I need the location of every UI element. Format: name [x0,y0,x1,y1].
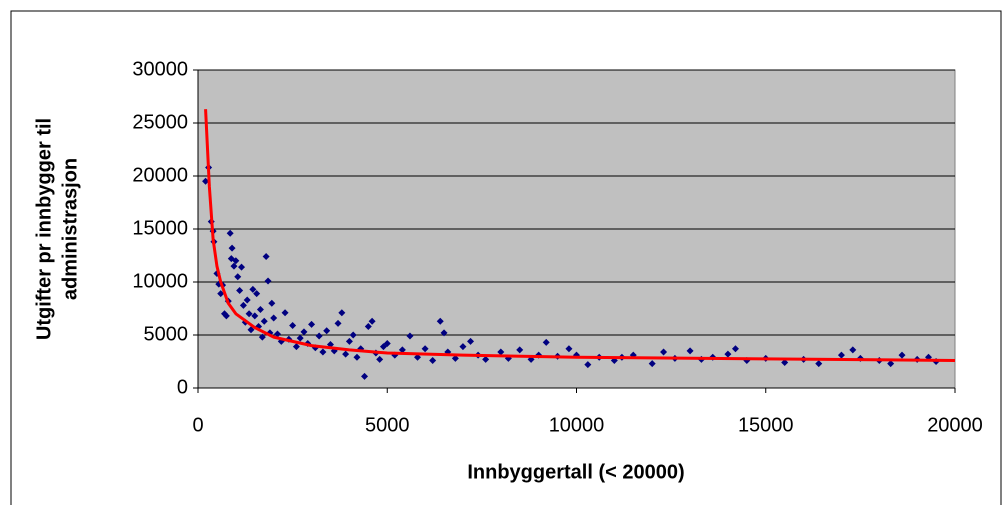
scatter-point [349,331,357,339]
y-tick-label: 5000 [144,323,189,345]
y-tick-label: 15000 [132,217,188,239]
scatter-point [289,321,297,329]
scatter-point [364,323,372,331]
scatter-point [264,277,272,285]
scatter-point [440,329,448,337]
scatter-point [236,286,244,294]
scatter-point [292,343,300,351]
scatter-point [414,353,422,361]
x-tick-label: 15000 [738,414,794,436]
scatter-point [459,343,467,351]
scatter-point [232,257,240,265]
scatter-point [345,337,353,345]
x-tick-label: 0 [192,414,203,436]
scatter-point [234,273,242,281]
scatter-point [731,345,739,353]
scatter-point [376,355,384,363]
scatter-point [273,330,281,338]
scatter-point [898,351,906,359]
scatter-point [429,356,437,364]
x-tick-label: 5000 [365,414,410,436]
scatter-point [686,347,694,355]
scatter-point [421,345,429,353]
x-tick-label: 20000 [927,414,983,436]
scatter-point [260,317,268,325]
scatter-point [338,309,346,317]
scatter-point [300,328,308,336]
scatter-point [368,317,376,325]
scatter-point [296,334,304,342]
scatter-point [516,346,524,354]
x-tick-label: 10000 [549,414,605,436]
scatter-point [281,309,289,317]
scatter-point [258,333,266,341]
y-tick-label: 10000 [132,270,188,292]
y-axis-label-line: administrasjon [59,158,81,300]
scatter-point [724,350,732,358]
scatter-point [781,359,789,367]
scatter-point [253,290,261,298]
scatter-point [565,345,573,353]
scatter-point [482,355,490,363]
y-tick-label: 30000 [132,58,188,80]
scatter-point [256,306,264,314]
x-axis-label: Innbyggertall (< 20000) [467,461,684,483]
scatter-point [660,348,668,356]
y-tick-label: 20000 [132,164,188,186]
trend-line [204,109,956,362]
scatter-point [361,372,369,380]
scatter-point [262,253,270,261]
y-axis-label: Utgifter pr innbygger til administrasjon [33,118,81,340]
scatter-point [315,332,323,340]
scatter-point [497,348,505,356]
scatter-point [245,310,253,318]
scatter-point [228,244,236,252]
scatter-point [342,350,350,358]
scatter-point [887,360,895,368]
scatter-point [648,360,656,368]
scatter-point [542,338,550,346]
y-axis-label-line: Utgifter pr innbygger til [33,118,55,340]
scatter-point [249,285,257,293]
scatter-point [319,348,327,356]
scatter-point [268,299,276,307]
scatter-point [436,317,444,325]
y-tick-label: 0 [177,376,188,398]
scatter-point [815,360,823,368]
scatter-point [202,177,210,185]
y-tick-label: 25000 [132,111,188,133]
scatter-point [383,339,391,347]
scatter-point [226,229,234,237]
scatter-point [308,320,316,328]
scatter-point [270,314,278,322]
scatter-point [217,290,225,298]
scatter-point [837,351,845,359]
scatter-point [849,346,857,354]
scatter-point [323,327,331,335]
scatter-point [334,319,342,327]
scatter-point [251,312,259,320]
scatter-point [398,346,406,354]
scatter-point [584,361,592,369]
scatter-point [353,353,361,361]
scatter-point [451,354,459,362]
scatter-point [222,312,230,320]
scatter-point [230,262,238,270]
scatter-point [238,263,246,271]
scatter-point [467,337,475,345]
scatter-point [406,332,414,340]
scatter-point [239,301,247,309]
scatter-point [243,296,251,304]
